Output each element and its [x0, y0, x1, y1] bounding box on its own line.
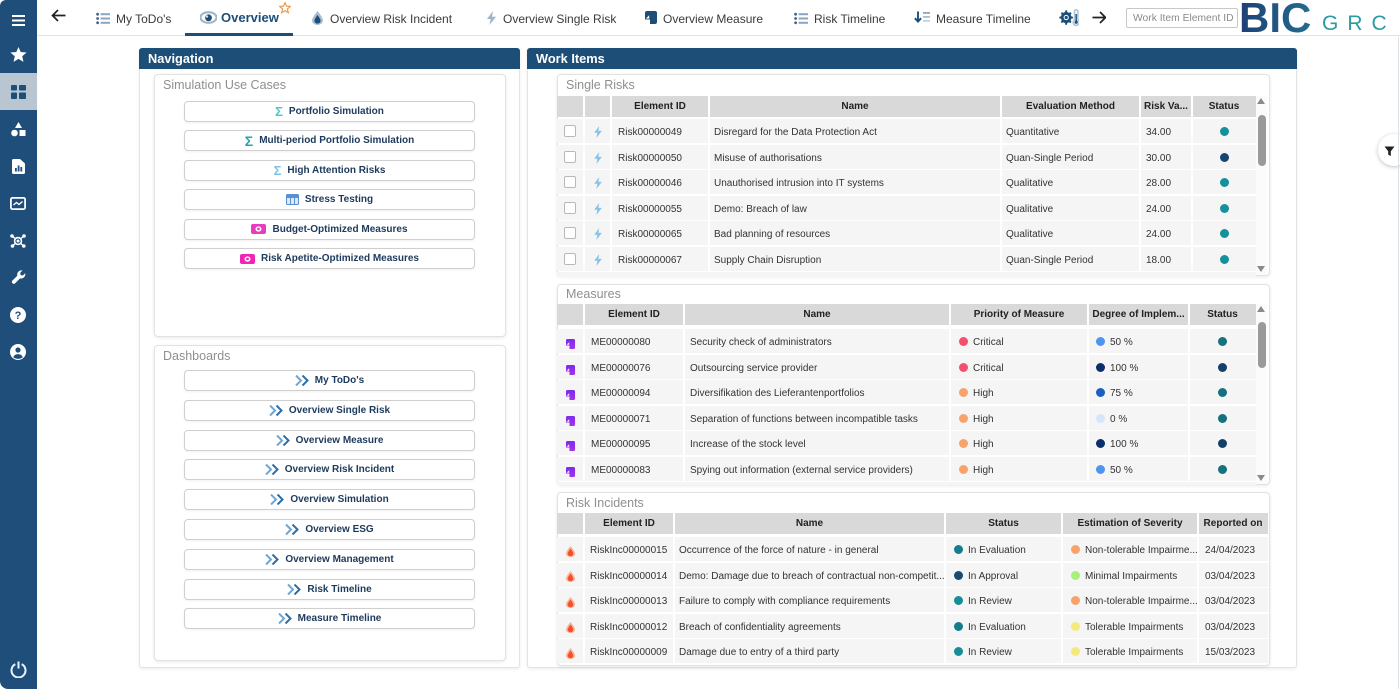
- svg-text:?: ?: [15, 310, 22, 322]
